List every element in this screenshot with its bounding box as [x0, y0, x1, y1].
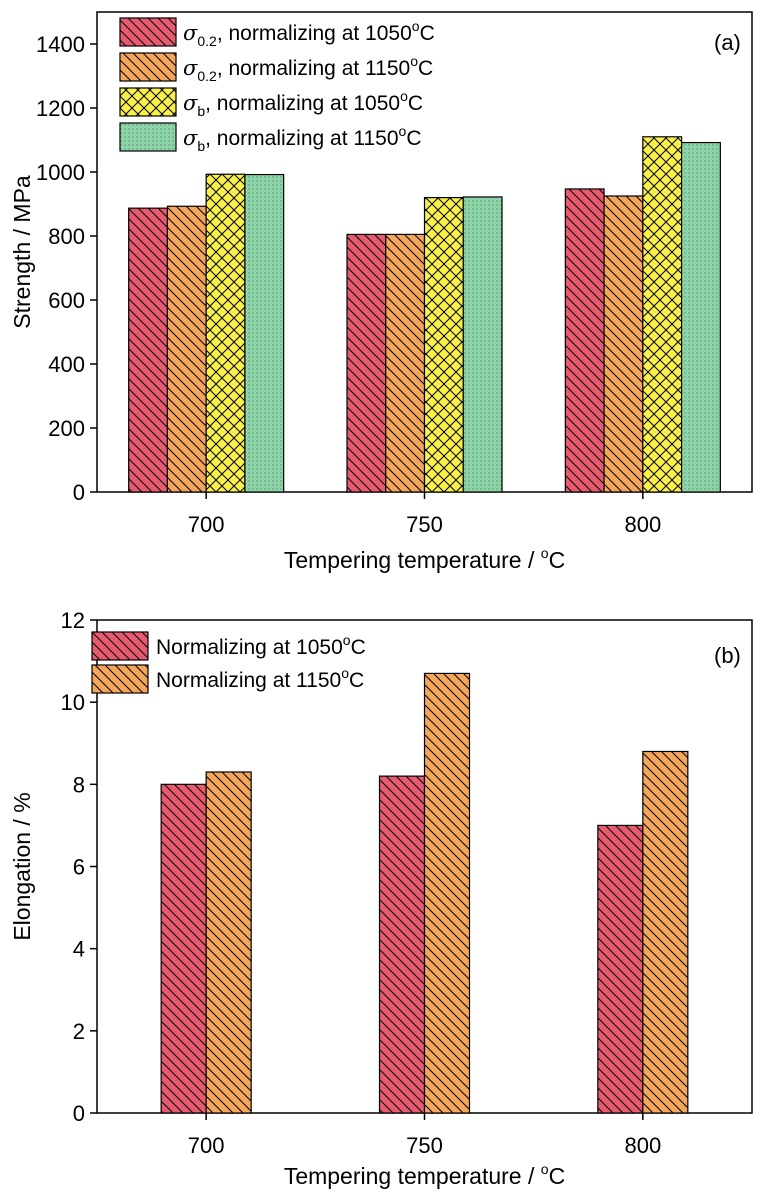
elongation-chart: 0 2 4 6 8 10 12 700 750 800 Normalizing at 1050oC N…	[9, 608, 753, 1189]
y-tick-label: 4	[73, 937, 85, 962]
y-tick-label: 1000	[36, 160, 85, 185]
legend-label: Normalizing at 1050oC	[156, 632, 366, 659]
legend-swatch	[119, 87, 177, 117]
y-tick-label: 6	[73, 855, 85, 880]
bar-s02_1150-700	[166, 205, 207, 493]
y-tick-label: 200	[48, 416, 85, 441]
legend-swatch	[119, 52, 177, 82]
y-tick-label: 8	[73, 772, 85, 797]
legend-label: Normalizing at 1150oC	[156, 665, 364, 692]
bar-sb_1150-700	[244, 173, 285, 493]
x-tick-label: 750	[406, 1133, 443, 1158]
x-tick-label: 750	[406, 512, 443, 537]
legend-swatch	[91, 664, 149, 694]
panel-label: (a)	[714, 30, 741, 55]
x-tick-label: 700	[188, 1133, 225, 1158]
bar-sb_1150-750	[462, 196, 503, 493]
bar-el_1050-750	[378, 775, 426, 1114]
y-tick-label: 1400	[36, 32, 85, 57]
strength-chart: 0 200 400 600 800 1000 1200 1400 700 750 800 σ0.2, …	[9, 11, 753, 573]
y-tick-label: 400	[48, 352, 85, 377]
bar-s02_1050-750	[346, 233, 387, 493]
y-tick-label: 2	[73, 1019, 85, 1044]
x-axis-title: Tempering temperature / oC	[284, 545, 565, 573]
bar-sb_1050-800	[642, 136, 683, 493]
bar-el_1050-700	[160, 783, 207, 1114]
bar-el_1150-800	[642, 750, 689, 1114]
bar-s02_1050-700	[128, 207, 169, 493]
bar-el_1150-700	[205, 771, 252, 1114]
y-tick-label: 12	[61, 608, 85, 633]
y-axis-title: Elongation / %	[9, 792, 35, 940]
legend-swatch	[119, 122, 177, 152]
bar-sb_1150-800	[680, 141, 721, 493]
bar-sb_1050-750	[423, 197, 464, 493]
y-tick-label: 600	[48, 288, 85, 313]
x-tick-label: 700	[188, 512, 225, 537]
x-tick-label: 800	[624, 1133, 661, 1158]
legend-label: σb, normalizing at 1150oC	[183, 123, 422, 154]
x-tick-label: 800	[624, 512, 661, 537]
legend-label: σ0.2, normalizing at 1050oC	[183, 18, 435, 49]
bar-s02_1050-800	[564, 188, 605, 493]
y-tick-label: 0	[73, 480, 85, 505]
legend-swatch	[119, 17, 177, 47]
bar-sb_1050-700	[205, 173, 246, 493]
y-axis-title: Strength / MPa	[9, 175, 35, 329]
panel-label: (b)	[714, 643, 741, 668]
legend-label: σ0.2, normalizing at 1150oC	[183, 53, 433, 84]
bar-el_1050-800	[597, 824, 644, 1114]
bar-s02_1150-750	[385, 233, 426, 493]
x-axis-title: Tempering temperature / oC	[284, 1161, 565, 1189]
bar-s02_1150-800	[603, 195, 644, 493]
y-tick-label: 1200	[36, 96, 85, 121]
y-tick-label: 0	[73, 1101, 85, 1126]
legend-swatch	[91, 631, 149, 661]
y-tick-label: 800	[48, 224, 85, 249]
legend-label: σb, normalizing at 1050oC	[183, 88, 423, 119]
bar-el_1150-750	[423, 672, 471, 1114]
y-tick-label: 10	[61, 690, 85, 715]
